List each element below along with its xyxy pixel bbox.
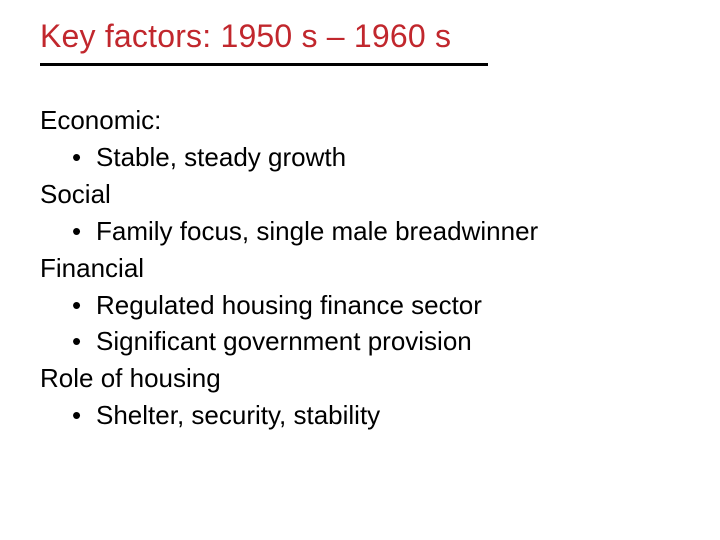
bullet-item: Significant government provision [40, 323, 680, 360]
section-bullets: Stable, steady growth [40, 139, 680, 176]
slide: Key factors: 1950 s – 1960 s Economic: S… [0, 0, 720, 540]
section-heading: Economic: [40, 102, 680, 139]
section-bullets: Family focus, single male breadwinner [40, 213, 680, 250]
slide-body: Economic: Stable, steady growth Social F… [40, 102, 680, 434]
section-heading: Social [40, 176, 680, 213]
bullet-item: Stable, steady growth [40, 139, 680, 176]
section-heading: Financial [40, 250, 680, 287]
bullet-item: Family focus, single male breadwinner [40, 213, 680, 250]
section-bullets: Shelter, security, stability [40, 397, 680, 434]
section-heading: Role of housing [40, 360, 680, 397]
slide-title: Key factors: 1950 s – 1960 s [40, 18, 680, 55]
title-underline [40, 63, 488, 66]
bullet-item: Shelter, security, stability [40, 397, 680, 434]
bullet-item: Regulated housing finance sector [40, 287, 680, 324]
section-bullets: Regulated housing finance sector Signifi… [40, 287, 680, 361]
